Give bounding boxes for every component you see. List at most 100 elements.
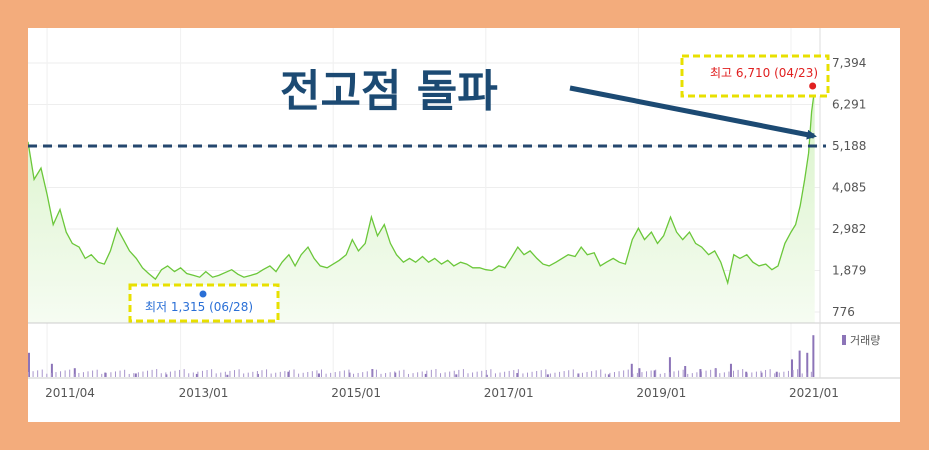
volume-bar [684,366,687,377]
volume-bar [110,372,112,377]
volume-bar [812,335,815,377]
volume-bar [266,369,268,377]
volume-bar [206,370,208,377]
volume-bar [348,369,350,377]
volume-bar [513,370,515,377]
volume-bar [476,371,478,377]
volume-bar [229,370,231,377]
volume-bar [765,369,767,377]
volume-bar [650,370,652,377]
volume-bar [733,370,735,377]
volume-bar [591,371,593,377]
volume-bar [577,373,579,377]
volume-bar [73,373,75,377]
volume-bar [467,373,469,377]
x-tick-label: 2021/01 [789,386,839,400]
volume-bar [472,372,474,377]
volume-bar [366,371,368,377]
volume-bar [607,374,610,377]
volume-bar [435,369,437,377]
low-marker [199,290,207,298]
volume-bar [60,371,62,377]
volume-bar [353,373,355,377]
volume-bar [362,372,364,377]
volume-bar [653,370,656,377]
volume-bar [664,373,666,377]
volume-bar [147,370,149,377]
volume-bar [769,369,771,377]
x-tick-label: 2017/01 [484,386,534,400]
volume-bar [403,369,405,377]
volume-bar [133,373,135,377]
volume-bar [238,369,240,377]
volume-bar [134,373,137,377]
volume-bar [508,370,510,377]
volume-bar [516,373,519,377]
volume-bar [627,369,629,377]
volume-bar [673,371,675,377]
volume-bar [224,371,226,377]
volume-bar [375,369,377,377]
volume-bar [458,369,460,377]
volume-bar [806,352,809,377]
volume-bar [810,371,812,377]
volume-bar [275,372,277,377]
volume-bar [64,370,66,377]
volume-bar [806,372,808,377]
volume-bar [252,371,254,377]
volume-bar [710,369,712,377]
volume-bar [751,372,753,377]
volume-bar [50,363,53,377]
y-tick-label: 2,982 [832,222,866,236]
volume-bar [623,370,625,377]
y-tick-label: 6,291 [832,98,866,112]
volume-bar [449,371,451,377]
volume-bar [595,370,597,377]
volume-bar [559,371,561,377]
volume-bar [775,371,778,377]
stock-chart: 776 1,879 2,982 4,085 5,188 6,291 7,394 2011/0… [28,28,900,400]
volume-bar [581,372,583,377]
volume-bar [546,374,549,377]
volume-bar [549,373,551,377]
volume-bar [481,370,483,377]
volume-bar [485,370,487,377]
volume-bar [440,373,442,377]
volume-bar [316,370,318,377]
volume-bar [169,371,171,377]
volume-bar [618,371,620,377]
volume-bar [179,369,181,377]
volume-bar [407,373,409,377]
x-tick-label: 2019/01 [636,386,686,400]
volume-bar [426,370,428,377]
volume-bar [96,369,98,377]
volume-bar [714,369,716,377]
volume-bar [778,372,780,377]
volume-bar [746,373,748,377]
volume-bar [737,369,739,377]
volume-bar [540,370,542,377]
volume-bar [92,370,94,377]
volume-bar [28,352,30,377]
volume-bar [755,371,757,377]
volume-bar [668,372,670,377]
volume-bar [613,372,615,377]
volume-bar [192,372,194,377]
volume-bar [682,369,684,377]
x-tick-label: 2013/01 [179,386,229,400]
volume-bar [632,373,634,377]
volume-bar [417,372,419,377]
volume-bar [317,373,320,377]
volume-bar [28,372,29,377]
volume-bar [522,373,524,377]
volume-bar [151,369,153,377]
volume-bar [696,372,698,377]
headline-text: 전고점 돌파 [280,66,498,117]
volume-bar [586,371,588,377]
volume-bar [201,370,203,377]
volume-bar [105,373,107,377]
volume-bar [504,371,506,377]
volume-bar [568,370,570,377]
volume-bar [334,372,336,377]
volume-bar [261,370,263,377]
